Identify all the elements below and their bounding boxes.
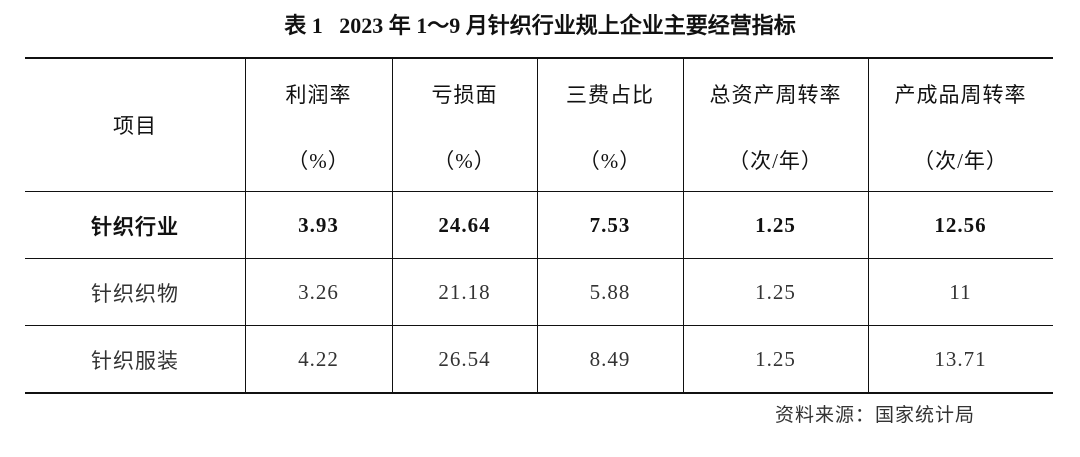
row-divider: [25, 258, 1053, 259]
table-cell: 26.54: [438, 347, 491, 371]
source-note: 资料来源：国家统计局: [774, 405, 975, 426]
table-cell: 3.26: [298, 280, 339, 304]
header-cell: 亏损面: [431, 83, 498, 107]
table-border: [25, 392, 1053, 394]
row-divider: [25, 325, 1053, 326]
row-label: 针织服装: [91, 348, 179, 373]
table-cell: 4.22: [298, 347, 339, 371]
table-cell: 7.53: [589, 213, 631, 237]
header-unit: （%）: [578, 149, 642, 173]
header-cell: 利润率: [285, 83, 352, 107]
table-cell: 13.71: [934, 347, 987, 371]
column-divider: [245, 58, 246, 393]
header-cell: 三费占比: [566, 83, 654, 107]
table-cell: 21.18: [438, 280, 491, 304]
header-unit: （%）: [433, 149, 496, 173]
header-unit: （次/年）: [728, 149, 823, 173]
column-divider: [537, 58, 538, 393]
column-divider: [868, 58, 869, 393]
table-cell: 24.64: [438, 213, 491, 237]
table-cell: 11: [949, 280, 972, 304]
header-cell: 产成品周转率: [894, 83, 1027, 107]
header-unit: （%）: [287, 149, 350, 173]
table-cell: 1.25: [755, 347, 796, 371]
row-label: 针织织物: [91, 281, 179, 306]
table-border: [25, 57, 1053, 59]
column-divider: [392, 58, 393, 393]
table-cell: 1.25: [755, 213, 796, 237]
table-cell: 8.49: [589, 347, 631, 371]
table-cell: 3.93: [298, 213, 339, 237]
column-divider: [683, 58, 684, 393]
table-cell: 5.88: [589, 280, 631, 304]
header-cell: 总资产周转率: [709, 83, 842, 107]
header-unit: （次/年）: [913, 149, 1008, 173]
row-divider: [25, 191, 1053, 192]
row-label: 针织行业: [91, 214, 179, 239]
table-title: 表 1 2023 年 1～9 月针织行业规上企业主要经营指标: [284, 13, 796, 38]
table-cell: 1.25: [755, 280, 796, 304]
header-cell: 项目: [113, 114, 157, 138]
table-cell: 12.56: [934, 213, 987, 237]
